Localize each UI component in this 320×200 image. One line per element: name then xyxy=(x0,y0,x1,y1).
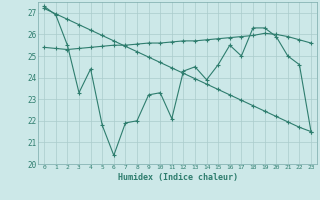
X-axis label: Humidex (Indice chaleur): Humidex (Indice chaleur) xyxy=(118,173,238,182)
